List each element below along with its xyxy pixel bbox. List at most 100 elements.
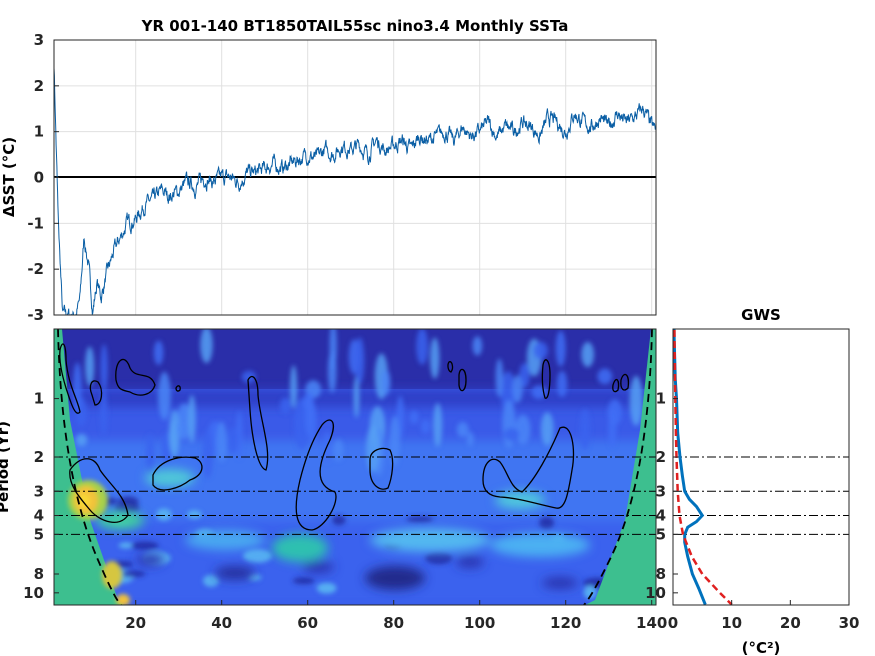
y-tick-label: -1 (27, 214, 44, 232)
y-tick-label: 3 (34, 31, 44, 49)
wavelet-streak (216, 421, 227, 463)
wavelet-streak (158, 371, 171, 420)
wavelet-streak (540, 412, 554, 446)
wavelet-streak (503, 427, 520, 441)
wavelet-streak (629, 375, 643, 426)
wavelet-spot (539, 516, 554, 530)
wavelet-streak (226, 427, 239, 454)
wavelet-spot (406, 516, 434, 523)
y-tick-label: 1 (34, 390, 44, 408)
wavelet-y-ticks: 1 2 3 45 810 (23, 390, 59, 602)
timeseries-panel: -3 -2 -1 0 1 2 3 YR 001-140 BT1850TAIL55sc nin… (0, 17, 657, 324)
wavelet-streak (495, 358, 504, 397)
wavelet-streak (85, 346, 95, 387)
wavelet-streak (555, 330, 566, 367)
wavelet-streak (389, 415, 401, 467)
y-tick-label: 8 (34, 565, 44, 583)
wavelet-reference-lines (54, 456, 656, 535)
wavelet-heatmap (54, 329, 656, 605)
y-tick-label: 5 (656, 525, 666, 543)
wavelet-hotspot (68, 480, 130, 605)
timeseries-y-label: ΔSST (°C) (0, 137, 18, 217)
wavelet-streak (236, 410, 243, 460)
wavelet-streak (420, 419, 431, 435)
wavelet-streak (73, 362, 82, 411)
y-tick-label: 8 (656, 565, 666, 583)
wavelet-streak (100, 388, 108, 436)
wavelet-streak (145, 434, 155, 475)
wavelet-streak (409, 410, 419, 424)
timeseries-y-ticks: -3 -2 -1 0 1 2 3 (27, 31, 59, 324)
wavelet-streak (176, 421, 184, 437)
wavelet-streak (169, 420, 177, 454)
y-tick-label: 2 (656, 448, 666, 466)
wavelet-spot (425, 551, 453, 565)
y-tick-label: 2 (34, 77, 44, 95)
x-tick-label: 100 (464, 614, 495, 632)
y-tick-label: 5 (34, 525, 44, 543)
wavelet-streak (100, 344, 108, 393)
wavelet-spot (292, 577, 315, 585)
wavelet-streak (202, 429, 214, 479)
gws-title: GWS (741, 306, 781, 324)
wavelet-spot (203, 574, 220, 587)
wavelet-streak (502, 399, 516, 449)
wavelet-spot (332, 515, 346, 526)
wavelet-frame (53, 328, 657, 606)
wavelet-streak (512, 375, 523, 403)
wavelet-streak (366, 424, 380, 473)
y-tick-label: 4 (656, 507, 666, 525)
x-tick-label: 140 (636, 614, 667, 632)
wavelet-streak (533, 341, 548, 360)
wavelet-spot (131, 541, 159, 551)
x-tick-label: 30 (839, 614, 860, 632)
x-tick-label: 0 (668, 614, 678, 632)
wavelet-streak (333, 439, 344, 462)
wavelet-streak (188, 394, 196, 444)
y-tick-label: 3 (34, 482, 44, 500)
wavelet-streak (353, 375, 360, 419)
x-tick-label: 60 (297, 614, 318, 632)
y-tick-label: -2 (27, 260, 44, 278)
wavelet-streak (416, 329, 428, 365)
wavelet-streak (608, 408, 617, 448)
wavelet-streak (381, 369, 391, 396)
x-tick-label: 20 (125, 614, 146, 632)
wavelet-streak (304, 392, 315, 437)
wavelet-streak (200, 329, 213, 364)
wavelet-spot (118, 496, 139, 508)
y-tick-label: 0 (34, 169, 44, 187)
gws-y-ticks: 1 2 3 45 810 (645, 390, 678, 602)
sst-anomaly-line (54, 67, 656, 315)
cone-of-influence (57, 329, 653, 605)
wavelet-spot (121, 570, 146, 578)
wavelet-streak (153, 340, 164, 365)
wavelet-streak (456, 422, 469, 438)
wavelet-streak (597, 368, 613, 385)
wavelet-streak (241, 370, 256, 384)
significance-contours (59, 343, 630, 531)
x-tick-label: 10 (721, 614, 742, 632)
gws-frame (672, 328, 850, 606)
timeseries-title: YR 001-140 BT1850TAIL55sc nino3.4 Monthl… (141, 17, 569, 35)
wavelet-y-label: Period (Yr) (0, 421, 12, 513)
wavelet-x-ticks: 20 40 60 80 100 120 140 (125, 600, 667, 632)
x-tick-label: 120 (550, 614, 581, 632)
wavelet-streak (472, 336, 483, 356)
y-tick-label: 10 (645, 584, 666, 602)
y-tick-label: 10 (23, 584, 44, 602)
y-tick-label: 1 (656, 390, 666, 408)
wavelet-streak (355, 337, 365, 385)
wavelet-streak (75, 433, 88, 447)
wavelet-spot (156, 508, 172, 521)
wavelet-streak (327, 350, 337, 393)
wavelet-spot (316, 582, 337, 594)
gws-significance-line (673, 329, 733, 605)
wavelet-spot (187, 510, 202, 519)
y-tick-label: 3 (656, 482, 666, 500)
wavelet-streak (556, 370, 568, 398)
y-tick-label: 1 (34, 123, 44, 141)
